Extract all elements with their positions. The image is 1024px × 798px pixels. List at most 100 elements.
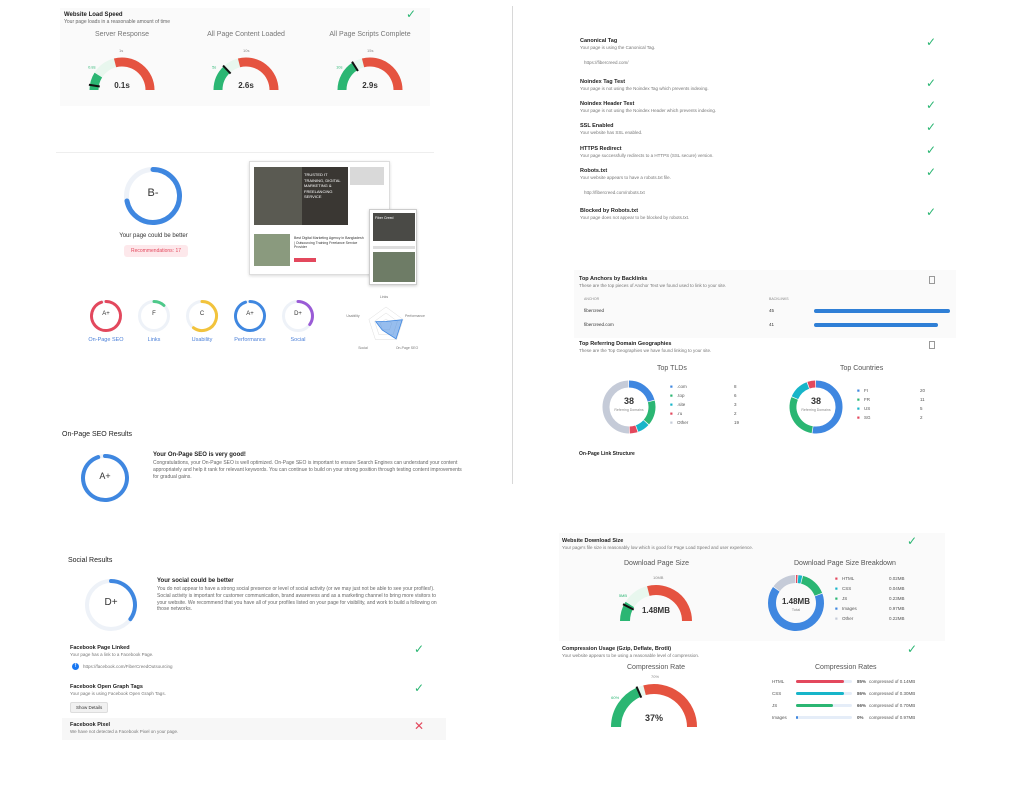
tld-legend-name: .ru (677, 411, 683, 416)
breakdown-name: JS (842, 596, 848, 601)
thumb-headline: TRUSTED IT TRAINING, DIGITAL MARKETING &… (304, 172, 341, 200)
rate-pct: 0% (857, 715, 864, 720)
compression-panel: Compression Usage (Gzip, Deflate, Brotli… (559, 641, 945, 729)
category-grade: F (152, 311, 156, 317)
country-donut-segment-0 (812, 380, 843, 434)
breakdown-donut-segment-1 (797, 575, 803, 584)
radar-label: Performance (405, 314, 425, 318)
breakdown-name: HTML (842, 576, 855, 581)
tld-legend-swatch: ■ (670, 420, 673, 425)
compression-gauge-bad-arc (643, 684, 697, 728)
country-legend-name: US (864, 406, 871, 411)
col-backlinks: BACKLINKS (769, 297, 789, 301)
category-3-progress (234, 300, 266, 332)
category-ring-svg (234, 300, 266, 332)
radar-label: On-Page SEO (396, 346, 419, 350)
speed-gauge-value: 2.9s (362, 81, 378, 90)
category-2-progress (191, 300, 218, 332)
tld-legend-swatch: ■ (670, 402, 673, 407)
check-icon: ✓ (926, 120, 937, 134)
download-gauge-bad-arc (647, 585, 692, 622)
facebook-icon: f (72, 663, 79, 670)
category-ring-social[interactable]: D+ (281, 299, 315, 333)
load-speed-desc: Your page loads in a reasonable amount o… (64, 19, 170, 25)
radar-chart: Links Performance On-Page SEO Social Usabili… (346, 295, 425, 350)
speed-gauge-0-bad-arc (113, 57, 155, 91)
overall-grade-ring (124, 167, 182, 225)
speed-gauge-1-high-label: 10s (243, 48, 249, 53)
check-title: Robots.txt (580, 168, 608, 174)
speed-gauges: Server Response 0.8s 1s 0.1s All Page Conten… (88, 31, 411, 91)
breakdown-total: 1.48MB (782, 597, 810, 606)
tld-donut-segment-2 (635, 420, 649, 432)
speed-gauge-0-low-label: 0.8s (88, 64, 96, 69)
category-ring-links[interactable]: F (137, 299, 171, 333)
onpage-grade: A+ (99, 471, 111, 481)
speed-gauge-1-bad-arc (237, 57, 279, 91)
load-speed-panel: Website Load Speed Your page loads in a … (60, 7, 430, 106)
breakdown-value: 0.97MB (889, 606, 905, 611)
breakdown-name: CSS (842, 586, 852, 591)
tld-legend-value: 2 (734, 411, 737, 416)
rate-pct: 66% (857, 703, 867, 708)
rate-bar-fill (796, 716, 798, 719)
recommendations-badge[interactable]: Recommendations: 17 (124, 245, 189, 257)
compression-gauge-high-label: 70% (651, 674, 659, 679)
rate-bar-fill (796, 704, 833, 707)
rate-pct: 86% (857, 691, 867, 696)
pdf-icon[interactable] (929, 341, 935, 349)
category-ring-usability[interactable]: C (185, 299, 219, 333)
country-donut-total: 38 (810, 396, 821, 406)
tld-donut-segment-3 (629, 425, 638, 434)
check-title: Canonical Tag (580, 38, 618, 44)
overall-grade-ring-progress (124, 167, 182, 225)
category-label[interactable]: On-Page SEO (88, 337, 124, 343)
social-item-title: Facebook Pixel (70, 722, 111, 728)
rate-note: compressed of 0.30MB (869, 691, 916, 696)
compression-desc: Your website appears to be using a reaso… (562, 653, 700, 658)
facebook-link[interactable]: https://facebook.com/FiberCreedOutsourci… (83, 664, 173, 669)
radar-label: Links (380, 295, 388, 299)
speed-gauge-0-good-arc (89, 72, 103, 91)
pdf-icon[interactable] (929, 276, 935, 284)
category-0-progress (90, 300, 122, 332)
breakdown-total-label: Total (792, 607, 801, 612)
anchors-title: Top Anchors by Backlinks (579, 276, 648, 282)
thumb-subheading: Best Digital Marketing Agency in Banglad… (294, 236, 364, 250)
category-ring-svg (186, 300, 218, 332)
speed-gauge-title: All Page Content Loaded (207, 31, 285, 38)
breakdown-value: 0.23MB (889, 596, 905, 601)
social-item-desc: We have not detected a Facebook Pixel on… (70, 729, 179, 734)
country-legend-value: 11 (920, 397, 925, 402)
tlds-title: Top TLDs (657, 365, 687, 372)
category-label[interactable]: Usability (191, 337, 213, 343)
category-label[interactable]: Social (290, 337, 306, 343)
checks-panel: Canonical Tag Your page is using the Cano… (572, 30, 960, 235)
speed-gauge-1-needle (222, 64, 232, 75)
check-extra[interactable]: http://fibercreed.com/robots.txt (584, 190, 645, 195)
social-item-title: Facebook Page Linked (70, 645, 130, 651)
category-grade: A+ (246, 311, 254, 317)
download-gauge-good-arc (620, 601, 635, 622)
breakdown-swatch: ■ (835, 596, 838, 601)
social-row-bg (62, 718, 446, 740)
show-details-button[interactable]: Show Details (70, 702, 109, 713)
check-icon: ✓ (907, 534, 918, 548)
cross-icon: ✕ (414, 719, 425, 733)
tld-donut-segment-0 (628, 380, 655, 402)
category-ring-performance[interactable]: A+ (233, 299, 267, 333)
compression-rate-value: 37% (645, 713, 663, 723)
check-extra[interactable]: https://fibercreed.com/ (584, 60, 629, 65)
tld-legend-swatch: ■ (670, 411, 673, 416)
category-grade: C (199, 311, 205, 317)
check-title: Noindex Header Test (580, 101, 635, 107)
load-speed-title: Website Load Speed (64, 12, 123, 18)
breakdown-swatch: ■ (835, 616, 838, 621)
anchors-panel: Top Anchors by Backlinks These are the t… (574, 270, 956, 338)
category-label[interactable]: Performance (234, 337, 266, 343)
category-label[interactable]: Links (147, 337, 161, 343)
breakdown-name: Images (842, 606, 857, 611)
download-title: Website Download Size (562, 538, 624, 544)
category-ring-on-page-seo[interactable]: A+ (89, 299, 123, 333)
download-gauge-value: 1.48MB (642, 606, 670, 615)
